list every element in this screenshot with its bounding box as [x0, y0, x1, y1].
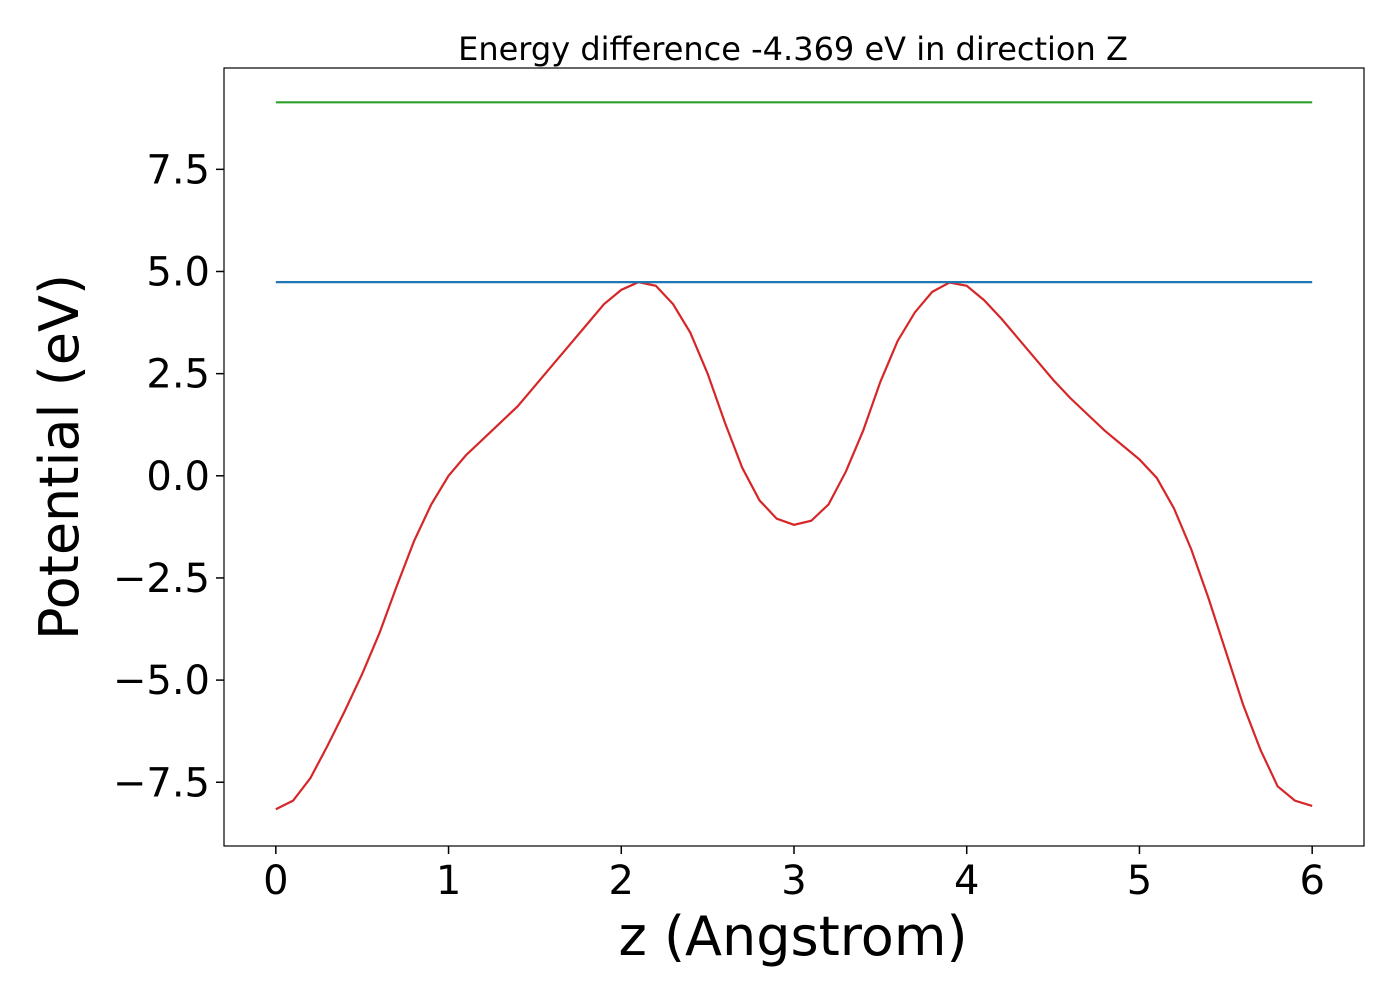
x-tick-label: 0: [263, 858, 288, 904]
x-axis-label: z (Angstrom): [618, 905, 967, 968]
chart-title: Energy difference -4.369 eV in direction…: [458, 30, 1128, 68]
y-tick-label: −2.5: [113, 556, 210, 602]
y-tick-label: 2.5: [146, 352, 210, 398]
y-tick-label: −7.5: [113, 760, 210, 806]
x-tick-label: 1: [436, 858, 461, 904]
y-tick-label: 0.0: [146, 454, 210, 500]
x-tick-label: 4: [954, 858, 979, 904]
x-tick-label: 2: [609, 858, 634, 904]
data-line: [275, 280, 1313, 811]
x-tick-label: 5: [1127, 858, 1152, 904]
y-tick-label: 7.5: [146, 147, 210, 193]
y-tick-label: 5.0: [146, 249, 210, 295]
plot-frame: [223, 67, 1365, 847]
x-tick-label: 6: [1299, 858, 1324, 904]
x-tick-label: 3: [781, 858, 806, 904]
y-axis-label: Potential (eV): [28, 274, 91, 640]
y-tick-label: −5.0: [113, 658, 210, 704]
